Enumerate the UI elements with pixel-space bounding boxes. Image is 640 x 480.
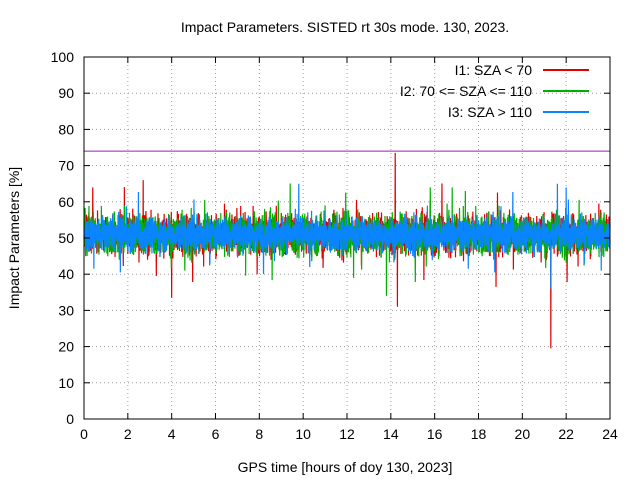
y-tick-label: 70 [58, 158, 74, 174]
y-tick-label: 10 [58, 375, 74, 391]
x-tick-label: 12 [339, 426, 355, 442]
y-tick-label: 60 [58, 194, 74, 210]
y-tick-label: 100 [51, 49, 75, 65]
x-tick-label: 2 [124, 426, 132, 442]
x-tick-label: 14 [383, 426, 399, 442]
x-axis-ticks: 0 2 4 6 8 10 12 14 16 18 20 22 24 [80, 57, 618, 442]
legend-label: I2: 70 <= SZA <= 110 [400, 83, 532, 99]
chart-title: Impact Parameters. SISTED rt 30s mode. 1… [181, 19, 509, 35]
y-tick-label: 50 [58, 230, 74, 246]
x-tick-label: 4 [168, 426, 176, 442]
y-tick-label: 80 [58, 121, 74, 137]
y-tick-label: 0 [66, 411, 74, 427]
y-tick-label: 90 [58, 85, 74, 101]
legend: I1: SZA < 70 I2: 70 <= SZA <= 110 I3: SZA … [400, 62, 589, 120]
y-axis-ticks: 0 10 20 30 40 50 60 70 80 90 100 [51, 49, 610, 427]
legend-label: I1: SZA < 70 [455, 62, 533, 78]
x-tick-label: 24 [602, 426, 618, 442]
x-tick-label: 0 [80, 426, 88, 442]
x-tick-label: 16 [427, 426, 443, 442]
x-tick-label: 8 [255, 426, 263, 442]
y-tick-label: 30 [58, 302, 74, 318]
y-tick-label: 20 [58, 339, 74, 355]
x-tick-label: 20 [515, 426, 531, 442]
x-axis-label: GPS time [hours of doy 130, 2023] [238, 459, 453, 475]
y-axis-label: Impact Parameters [%] [6, 167, 22, 309]
series-layer [83, 152, 611, 349]
x-tick-label: 22 [558, 426, 574, 442]
x-tick-label: 10 [295, 426, 311, 442]
x-tick-label: 6 [212, 426, 220, 442]
y-tick-label: 40 [58, 266, 74, 282]
legend-label: I3: SZA > 110 [448, 104, 532, 120]
x-tick-label: 18 [471, 426, 487, 442]
series-line-3 [83, 183, 611, 289]
